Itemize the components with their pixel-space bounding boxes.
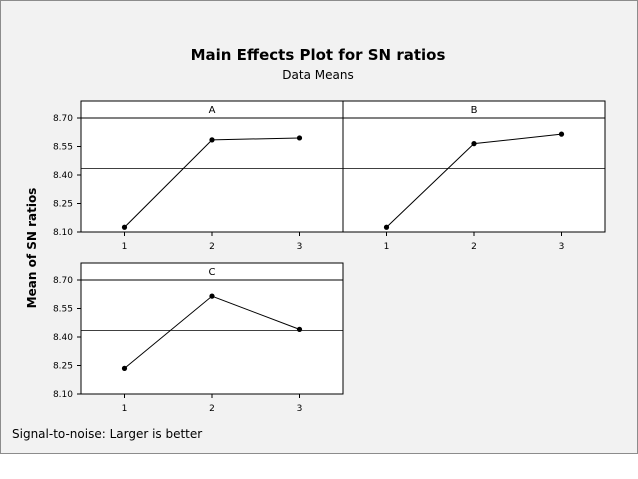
y-tick-label: 8.10 [53,390,73,400]
data-point [471,141,477,147]
x-tick-label: 3 [297,404,303,414]
x-tick-label: 2 [471,242,477,252]
y-tick-label: 8.40 [53,171,73,181]
x-tick-label: 3 [559,242,565,252]
data-point [121,365,128,371]
chart-subtitle: Data Means [282,68,353,82]
data-point [121,224,128,230]
x-tick-label: 1 [122,242,128,252]
panel-label-C: C [209,267,216,278]
y-tick-label: 8.25 [53,362,73,372]
y-tick-label: 8.55 [53,143,73,153]
panel-label-B: B [471,105,478,116]
data-point [558,131,565,137]
y-tick-label: 8.40 [53,333,73,343]
x-tick-label: 3 [297,242,303,252]
data-point [209,293,215,299]
y-tick-label: 8.10 [53,228,73,238]
panel-label-A: A [209,105,216,116]
panels-group: A 8.70 8.55 8.40 8.25 8.10 1 2 3 B 1 2 3 C 8.70 8.55 8.4… [53,100,606,414]
y-tick-label: 8.55 [53,305,73,315]
x-tick-label: 1 [122,404,128,414]
data-point [383,224,390,230]
plot-area-B [342,117,606,233]
data-point [209,137,215,143]
chart-title: Main Effects Plot for SN ratios [191,46,446,64]
data-point [296,326,303,332]
plot-area-A [80,117,344,233]
x-tick-label: 2 [209,404,215,414]
y-axis-label: Mean of SN ratios [25,188,39,309]
plot-area-C [80,279,344,395]
x-tick-label: 1 [384,242,390,252]
footnote: Signal-to-noise: Larger is better [12,427,202,441]
data-point [296,135,303,141]
x-tick-label: 2 [209,242,215,252]
y-tick-label: 8.70 [53,114,73,124]
y-tick-label: 8.70 [53,276,73,286]
y-tick-label: 8.25 [53,200,73,210]
